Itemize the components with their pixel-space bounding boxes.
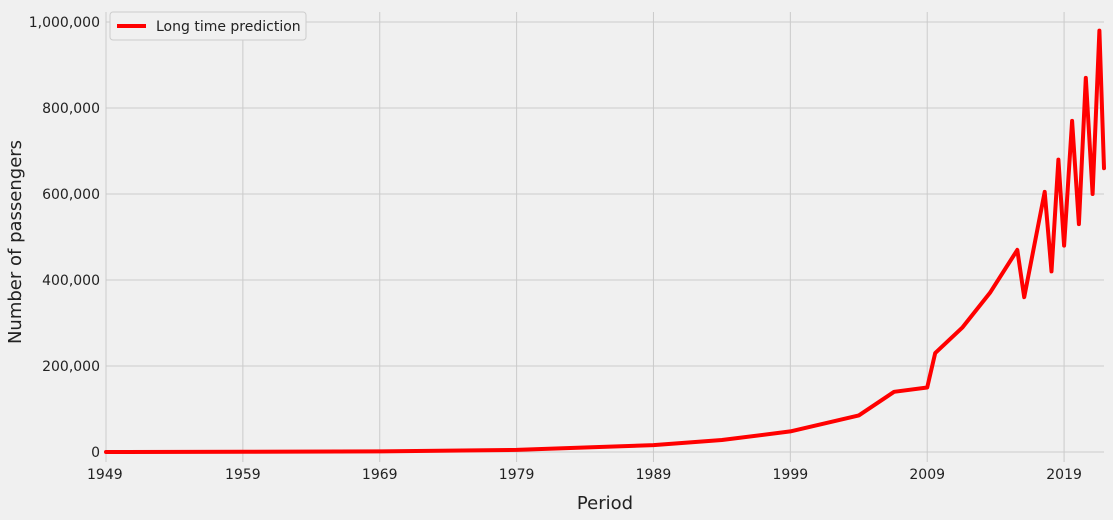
x-tick-label: 1979 xyxy=(499,467,535,483)
series-point xyxy=(720,438,724,442)
y-tick-label: 0 xyxy=(91,445,100,461)
series-point xyxy=(241,450,245,454)
x-tick-label: 2019 xyxy=(1046,467,1082,483)
y-tick-label: 200,000 xyxy=(42,359,100,375)
series-point xyxy=(892,390,896,394)
series-point xyxy=(590,445,594,449)
x-tick-label: 1999 xyxy=(773,467,809,483)
legend-label: Long time prediction xyxy=(156,19,301,35)
y-tick-label: 1,000,000 xyxy=(29,15,100,31)
series-point xyxy=(1015,248,1019,252)
series-point xyxy=(1097,29,1101,33)
y-axis-title: Number of passengers xyxy=(5,140,26,344)
y-tick-label: 800,000 xyxy=(42,101,100,117)
series-point xyxy=(1091,192,1095,196)
legend: Long time prediction xyxy=(109,11,307,41)
x-tick-label: 1949 xyxy=(87,467,123,483)
series-point xyxy=(1062,244,1066,248)
series-point xyxy=(1043,190,1047,194)
plot-background xyxy=(106,10,1104,482)
series-layer xyxy=(104,28,1106,454)
series-point xyxy=(1050,269,1053,273)
series-point xyxy=(1077,222,1081,226)
x-tick-label: 1989 xyxy=(636,467,672,483)
series-point xyxy=(1056,158,1060,162)
legend-box xyxy=(109,11,307,41)
series-point xyxy=(515,448,519,452)
y-tick-labels: 0 200,000 400,000 600,000 800,000 1,000,000 xyxy=(29,15,100,461)
series-point xyxy=(1070,119,1074,123)
x-tick-label: 1969 xyxy=(362,467,398,483)
series-point xyxy=(925,386,929,389)
series-point xyxy=(378,449,382,453)
series-point xyxy=(988,291,992,295)
series-point xyxy=(961,325,965,329)
series-point xyxy=(1084,76,1088,80)
x-tick-label: 2009 xyxy=(909,467,945,483)
series-point xyxy=(933,351,937,355)
y-tick-label: 600,000 xyxy=(42,187,100,203)
x-tick-labels: 1949 1959 1969 1979 1989 1999 2009 2019 xyxy=(87,467,1082,483)
series-point xyxy=(1102,166,1106,170)
x-tick-label: 1959 xyxy=(225,467,261,483)
series-line-0 xyxy=(104,28,1106,454)
y-tick-label: 400,000 xyxy=(42,273,100,289)
series-point xyxy=(104,450,108,454)
series-point xyxy=(1022,295,1026,299)
series-point xyxy=(857,413,861,417)
series-point xyxy=(788,429,792,433)
series-point xyxy=(652,443,655,447)
x-axis-title: Period xyxy=(577,493,633,514)
